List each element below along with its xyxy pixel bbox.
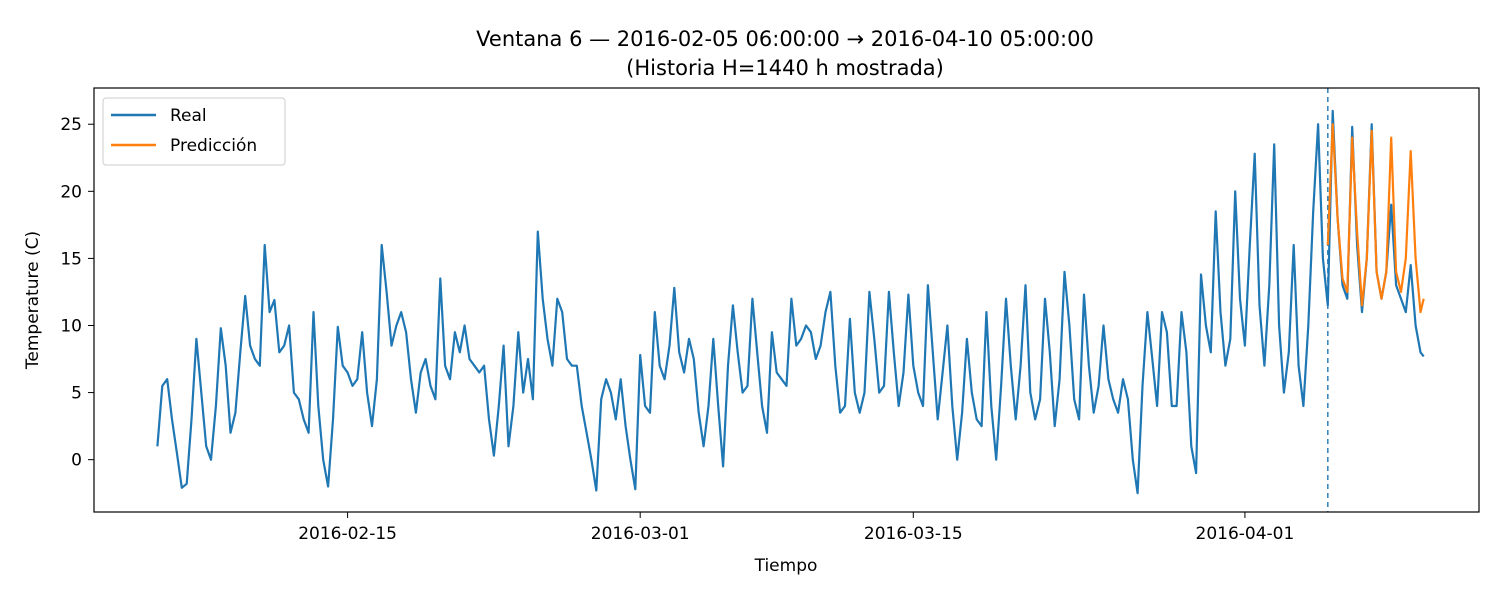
x-axis: 2016-02-15 2016-03-01 2016-03-15 2016-04-01 bbox=[298, 512, 1294, 544]
y-axis-label: Temperature (C) bbox=[23, 231, 43, 370]
chart-subtitle: (Historia H=1440 h mostrada) bbox=[626, 56, 944, 80]
x-tick-label: 2016-02-15 bbox=[298, 524, 397, 544]
y-tick-label: 5 bbox=[71, 384, 82, 404]
plot-area bbox=[156, 88, 1425, 512]
chart-title: Ventana 6 — 2016-02-05 06:00:00 → 2016-0… bbox=[476, 27, 1094, 51]
x-tick-label: 2016-03-01 bbox=[591, 524, 690, 544]
y-tick-label: 15 bbox=[60, 249, 82, 269]
legend: Real Predicción bbox=[102, 97, 286, 166]
axes-frame bbox=[93, 87, 1480, 513]
y-tick-label: 20 bbox=[60, 182, 82, 202]
legend-label-real: Real bbox=[170, 106, 207, 126]
y-tick-label: 0 bbox=[71, 451, 82, 471]
series-line-prediccion bbox=[1326, 123, 1425, 314]
x-axis-label: Tiempo bbox=[754, 556, 818, 576]
y-tick-label: 10 bbox=[60, 316, 82, 336]
y-tick-label: 25 bbox=[60, 115, 82, 135]
x-tick-label: 2016-04-01 bbox=[1196, 524, 1295, 544]
y-axis: 0 5 10 15 20 25 bbox=[60, 115, 94, 471]
series-line-real bbox=[156, 109, 1425, 495]
x-tick-label: 2016-03-15 bbox=[864, 524, 963, 544]
legend-label-prediccion: Predicción bbox=[170, 136, 257, 156]
